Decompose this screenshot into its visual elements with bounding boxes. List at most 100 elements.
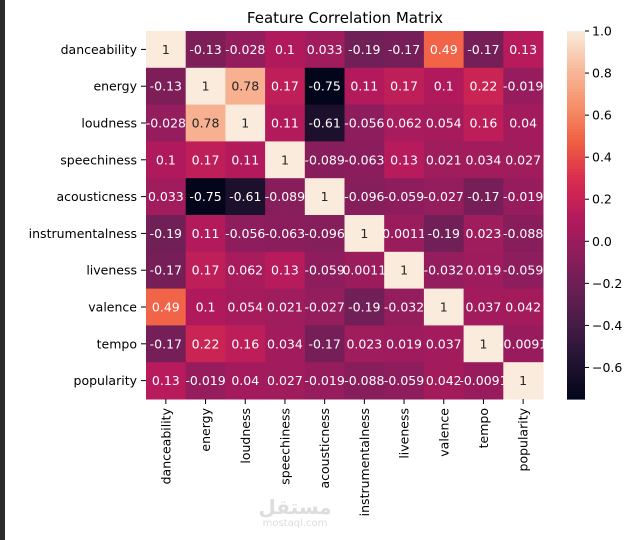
cell-label: 0.13: [390, 152, 418, 167]
cell-label: -0.027: [424, 189, 464, 204]
heatmap-cell: [423, 104, 465, 142]
colorbar-segment: [567, 270, 585, 274]
cell-label: 0.054: [227, 300, 263, 315]
colorbar-segment: [567, 279, 585, 284]
heatmap-cell: [423, 251, 465, 290]
heatmap-cell: [265, 288, 306, 326]
colorbar-segment: [567, 80, 585, 84]
colorbar-segment: [567, 67, 585, 72]
cell-label: -0.089: [305, 152, 345, 167]
cell-label: -0.019: [305, 373, 345, 388]
cell-label: 0.0011: [382, 226, 426, 241]
colorbar-segment: [567, 31, 585, 35]
heatmap-cell: [225, 251, 266, 290]
heatmap-cell: [384, 31, 425, 69]
heatmap-cell: [225, 67, 266, 106]
colorbar-segment: [567, 310, 585, 314]
heatmap-cell: [304, 67, 345, 106]
x-tick-label: liveness: [397, 408, 412, 459]
colorbar-segment: [567, 208, 585, 213]
cell-label: -0.17: [150, 263, 182, 278]
cell-label: 0.17: [192, 152, 220, 167]
colorbar-segment: [567, 356, 585, 360]
heatmap-cell: [344, 215, 385, 253]
cell-label: -0.13: [189, 42, 221, 57]
colorbar-segment: [567, 153, 585, 158]
colorbar-segment: [567, 55, 585, 60]
heatmap-cell: [384, 325, 425, 363]
heatmap-cell: [146, 362, 187, 400]
colorbar-segment: [567, 83, 585, 87]
colorbar-segment: [567, 230, 585, 234]
colorbar-segment: [567, 383, 585, 388]
colorbar-segment: [567, 307, 585, 311]
y-tick-label: valence: [88, 300, 137, 315]
cell-label: -0.089: [265, 189, 305, 204]
cell-label: 1: [400, 263, 408, 278]
x-tick-label: acousticness: [317, 408, 332, 489]
heatmap-cell: [304, 31, 345, 69]
colorbar-segment: [567, 294, 585, 299]
heatmap-cell: [423, 31, 465, 69]
colorbar-segment: [567, 395, 585, 400]
cell-label: -0.028: [225, 42, 265, 57]
heatmap-cell: [185, 67, 226, 106]
x-tick-label: valence: [436, 408, 451, 457]
colorbar-segment: [567, 346, 585, 351]
cell-label: 0.033: [148, 189, 184, 204]
cell-label: 1: [241, 116, 249, 131]
colorbar-segment: [567, 267, 585, 271]
heatmap-cell: [463, 362, 504, 400]
colorbar-tick-label: −0.4: [592, 318, 622, 333]
colorbar-segment: [567, 365, 585, 369]
heatmap-cell: [344, 31, 385, 69]
cell-label: 0.1: [156, 152, 176, 167]
heatmap-cell: [225, 104, 266, 142]
heatmap-cell: [265, 215, 306, 253]
cell-label: 0.062: [386, 116, 422, 131]
cell-label: -0.056: [344, 116, 384, 131]
heatmap-cell: [304, 251, 345, 290]
x-tick-label: energy: [198, 407, 213, 451]
colorbar-segment: [567, 389, 585, 394]
cell-label: 0.027: [267, 373, 303, 388]
cell-label: 0.16: [470, 116, 498, 131]
heatmap-cell: [503, 141, 544, 179]
colorbar-segment: [567, 392, 585, 397]
colorbar-segment: [567, 178, 585, 182]
colorbar-segment: [567, 169, 585, 173]
colorbar-segment: [567, 215, 585, 219]
heatmap-cell: [423, 325, 465, 363]
heatmap-cell: [146, 325, 187, 363]
heatmap-cell: [503, 251, 544, 290]
heatmap-cell: [463, 325, 504, 363]
x-tick-label: danceability: [158, 407, 173, 484]
heatmap-cell: [463, 67, 504, 106]
heatmap-cell: [503, 67, 544, 106]
heatmap-cell: [146, 141, 187, 179]
colorbar-segment: [567, 331, 585, 336]
heatmap-cell: [265, 362, 306, 400]
cell-label: -0.059: [503, 263, 543, 278]
colorbar-segment: [567, 193, 585, 198]
cell-label: -0.17: [308, 336, 340, 351]
colorbar-segment: [567, 52, 585, 57]
heatmap-cell: [265, 141, 306, 179]
heatmap-cell: [344, 362, 385, 400]
heatmap-cell: [265, 67, 306, 106]
heatmap-cell: [185, 104, 226, 142]
cell-label: 0.021: [426, 152, 462, 167]
colorbar-segment: [567, 165, 585, 170]
colorbar-segment: [567, 328, 585, 333]
colorbar-segment: [567, 202, 585, 207]
heatmap-cell: [503, 288, 544, 326]
colorbar-segment: [567, 181, 585, 185]
heatmap-cell: [463, 251, 504, 290]
cell-label: -0.13: [150, 79, 182, 94]
colorbar-tick-label: −0.2: [592, 276, 622, 291]
colorbar-segment: [567, 61, 585, 66]
colorbar-segment: [567, 242, 585, 247]
colorbar-segment: [567, 261, 585, 265]
colorbar-segment: [567, 386, 585, 391]
